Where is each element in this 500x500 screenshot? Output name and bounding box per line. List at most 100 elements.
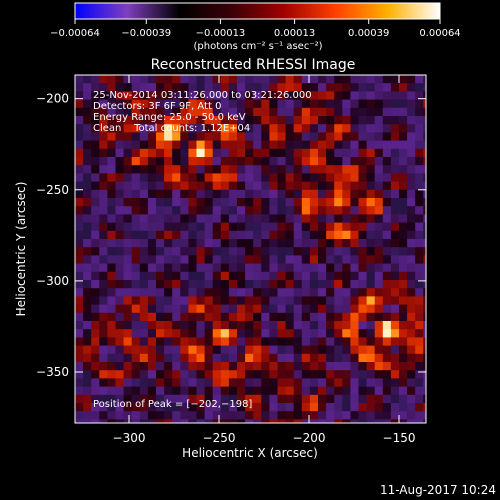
heatmap-cell (253, 271, 262, 281)
heatmap-cell (309, 386, 319, 396)
heatmap-cell (212, 255, 222, 264)
heatmap-cell (147, 403, 157, 412)
heatmap-cell (269, 263, 278, 273)
heatmap-cell (75, 329, 84, 338)
heatmap-cell (131, 116, 141, 125)
heatmap-cell (188, 140, 197, 150)
heatmap-cell (196, 386, 205, 396)
heatmap-cell (99, 132, 108, 141)
heatmap-cell (131, 189, 141, 199)
heatmap-cell (228, 189, 238, 199)
heatmap-cell (277, 165, 286, 174)
heatmap-cell (342, 116, 351, 125)
heatmap-cell (228, 75, 238, 84)
heatmap-cell (131, 353, 141, 363)
heatmap-cell (172, 370, 181, 379)
heatmap-cell (374, 222, 384, 232)
heatmap-cell (350, 419, 359, 424)
heatmap-cell (147, 148, 157, 158)
heatmap-cell (390, 337, 400, 346)
heatmap-cell (123, 206, 133, 215)
heatmap-cell (277, 140, 286, 150)
heatmap-cell (204, 189, 214, 199)
heatmap-cell (293, 91, 303, 100)
heatmap-cell (204, 411, 214, 420)
heatmap-cell (318, 403, 327, 412)
heatmap-cell (123, 345, 133, 355)
heatmap-cell (164, 140, 173, 150)
heatmap-cell (220, 230, 230, 240)
heatmap-cell (75, 288, 84, 297)
heatmap-cell (245, 370, 254, 379)
heatmap-cell (228, 165, 238, 174)
heatmap-cell (350, 107, 359, 117)
heatmap-cell (399, 362, 408, 371)
heatmap-cell (107, 239, 116, 248)
heatmap-cell (115, 337, 124, 346)
heatmap-cell (83, 198, 92, 207)
heatmap-cell (269, 403, 278, 412)
heatmap-cell (172, 337, 181, 346)
heatmap-cell (261, 288, 270, 297)
heatmap-cell (164, 198, 173, 207)
heatmap-cell (204, 165, 214, 174)
heatmap-cell (382, 124, 392, 133)
heatmap-cell (285, 214, 295, 223)
heatmap-cell (293, 247, 303, 256)
heatmap-cell (204, 288, 214, 297)
heatmap-cell (139, 189, 149, 199)
heatmap-cell (164, 411, 173, 420)
heatmap-cell (366, 255, 376, 264)
heatmap-cell (293, 181, 303, 191)
heatmap-cell (309, 91, 319, 100)
heatmap-cell (318, 91, 327, 100)
heatmap-cell (277, 263, 286, 273)
heatmap-cell (285, 107, 295, 117)
heatmap-cell (350, 255, 359, 264)
heatmap-cell (350, 140, 359, 150)
heatmap-cell (253, 337, 262, 346)
heatmap-cell (99, 329, 108, 338)
heatmap-cell (277, 214, 286, 223)
heatmap-cell (407, 337, 416, 346)
heatmap-cell (180, 411, 189, 420)
heatmap-cell (342, 247, 351, 256)
heatmap-cell (212, 288, 222, 297)
heatmap-cell (139, 140, 149, 150)
heatmap-cell (399, 214, 408, 223)
heatmap-cell (188, 321, 197, 330)
heatmap-cell (309, 165, 319, 174)
heatmap-cell (196, 419, 205, 424)
heatmap-cell (115, 378, 124, 387)
heatmap-cell (164, 173, 173, 182)
heatmap-cell (399, 230, 408, 240)
heatmap-cell (253, 124, 262, 133)
heatmap-cell (342, 132, 351, 141)
heatmap-cell (156, 173, 165, 182)
heatmap-cell (228, 230, 238, 240)
heatmap-cell (342, 255, 351, 264)
heatmap-cell (415, 91, 424, 100)
heatmap-cell (188, 337, 197, 346)
heatmap-cell (107, 148, 116, 158)
heatmap-cell (423, 321, 427, 330)
heatmap-cell (156, 116, 165, 125)
heatmap-cell (212, 353, 222, 363)
heatmap-cell (172, 362, 181, 371)
heatmap-cell (390, 411, 400, 420)
heatmap-cell (237, 271, 246, 281)
heatmap-cell (374, 394, 384, 404)
heatmap-cell (156, 419, 165, 424)
heatmap-cell (334, 222, 343, 232)
heatmap-cell (99, 198, 108, 207)
heatmap-cell (147, 116, 157, 125)
heatmap-cell (147, 345, 157, 355)
heatmap-cell (382, 230, 392, 240)
heatmap-cell (204, 148, 214, 158)
heatmap-cell (83, 403, 92, 412)
heatmap-cell (115, 198, 124, 207)
heatmap-cell (180, 91, 189, 100)
heatmap-cell (204, 329, 214, 338)
heatmap-cell (75, 312, 84, 322)
heatmap-cell (366, 140, 376, 150)
